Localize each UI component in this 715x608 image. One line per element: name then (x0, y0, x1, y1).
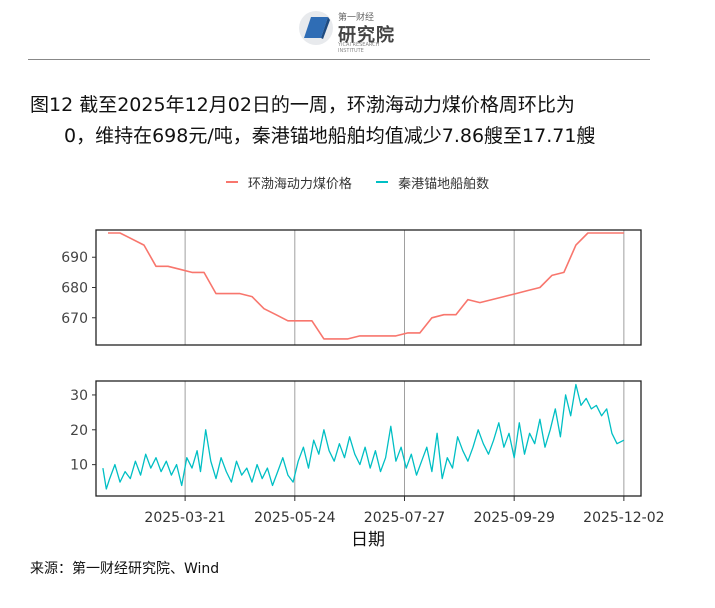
source-note: 来源：第一财经研究院、Wind (30, 561, 220, 577)
grid-layer (184, 230, 625, 496)
axis-layer: 670 680 690 10 20 30 2025-03-21 2025-05-24 2025-… (61, 250, 664, 526)
x-axis-title: 日期 (351, 530, 385, 550)
y-tick-label-ships-1: 20 (70, 423, 88, 439)
y-tick-label-coal-price-2: 690 (61, 250, 88, 266)
legend-swatch-coal-price (225, 181, 238, 183)
yicai-logo: 第一财经 研究院 YICAI RESEARCH INSTITUTE (298, 8, 398, 54)
x-tick-label-2: 2025-07-27 (364, 510, 445, 526)
legend-label-ships: 秦港锚地船舶数 (398, 176, 490, 192)
legend-swatch-ships (376, 181, 389, 183)
x-tick-label-0: 2025-03-21 (144, 510, 225, 526)
figure-title-line2: 0，维持在698元/吨，秦港锚地船舶均值减少7.86艘至17.71艘 (64, 125, 596, 147)
x-tick-label-1: 2025-05-24 (254, 510, 335, 526)
y-tick-label-coal-price-0: 670 (61, 311, 88, 327)
series-line-ships (102, 383, 625, 490)
chart-legend: 环渤海动力煤价格 秦港锚地船舶数 (0, 172, 715, 192)
logo-small-text: 第一财经 (338, 13, 375, 23)
y-tick-label-ships-0: 10 (70, 458, 88, 474)
logo-main-text: 研究院 (338, 25, 395, 46)
logo-emblem-icon (299, 11, 333, 45)
legend-label-coal-price: 环渤海动力煤价格 (247, 176, 352, 192)
figure-title: 图12 截至2025年12月02日的一周，环渤海动力煤价格周环比为 0，维持在6… (30, 90, 670, 152)
bottom-panel-frame (95, 380, 642, 497)
figure-title-line1: 图12 截至2025年12月02日的一周，环渤海动力煤价格周环比为 (30, 94, 575, 116)
header-divider (28, 59, 650, 60)
legend-item-ships: 秦港锚地船舶数 (376, 173, 489, 192)
legend-item-coal-price: 环渤海动力煤价格 (225, 173, 352, 192)
y-tick-label-ships-2: 30 (70, 388, 88, 404)
top-panel-frame (95, 229, 642, 346)
series-layer (102, 232, 625, 490)
logo-sub-text: YICAI RESEARCH INSTITUTE (338, 42, 380, 54)
y-tick-label-coal-price-1: 680 (61, 281, 88, 297)
series-line-coal-price (108, 232, 624, 340)
x-tick-label-4: 2025-12-02 (583, 510, 664, 526)
x-tick-label-3: 2025-09-29 (473, 510, 554, 526)
